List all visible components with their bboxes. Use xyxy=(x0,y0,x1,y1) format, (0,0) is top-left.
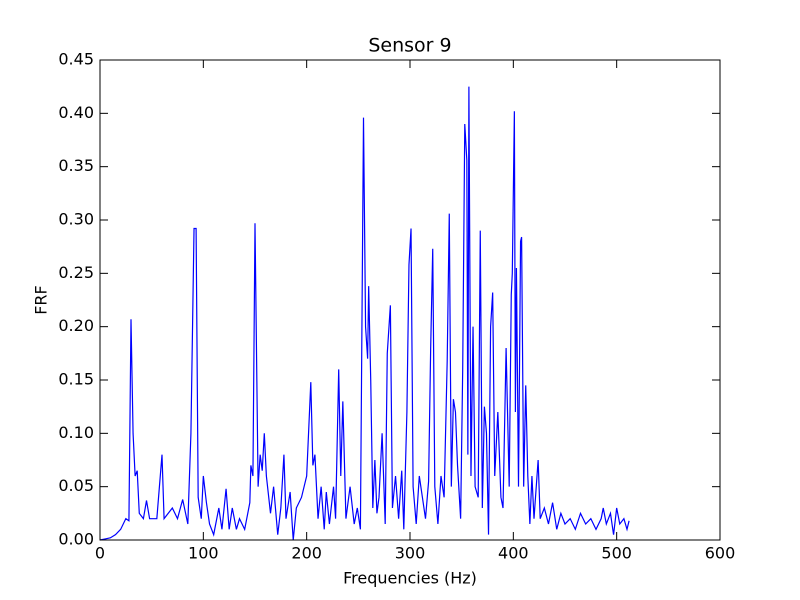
x-tick-label: 0 xyxy=(95,544,105,563)
y-tick-label: 0.00 xyxy=(58,530,94,549)
x-tick-label: 500 xyxy=(601,544,632,563)
y-tick-label: 0.10 xyxy=(58,423,94,442)
y-tick-label: 0.30 xyxy=(58,210,94,229)
y-tick-label: 0.35 xyxy=(58,156,94,175)
chart-title: Sensor 9 xyxy=(368,35,451,57)
plot-frame xyxy=(99,59,721,541)
y-tick-label: 0.45 xyxy=(58,50,94,69)
x-tick-label: 400 xyxy=(498,544,529,563)
x-tick-label: 300 xyxy=(395,544,426,563)
y-tick-label: 0.25 xyxy=(58,263,94,282)
y-tick-label: 0.05 xyxy=(58,476,94,495)
x-tick-label: 100 xyxy=(188,544,219,563)
y-tick-label: 0.20 xyxy=(58,316,94,335)
y-axis-label: FRF xyxy=(32,285,51,315)
x-tick-label: 200 xyxy=(291,544,322,563)
line xyxy=(99,86,630,541)
x-axis-label: Frequencies (Hz) xyxy=(343,569,477,588)
y-tick-label: 0.15 xyxy=(58,370,94,389)
y-tick-label: 0.40 xyxy=(58,103,94,122)
x-tick-label: 600 xyxy=(705,544,736,563)
